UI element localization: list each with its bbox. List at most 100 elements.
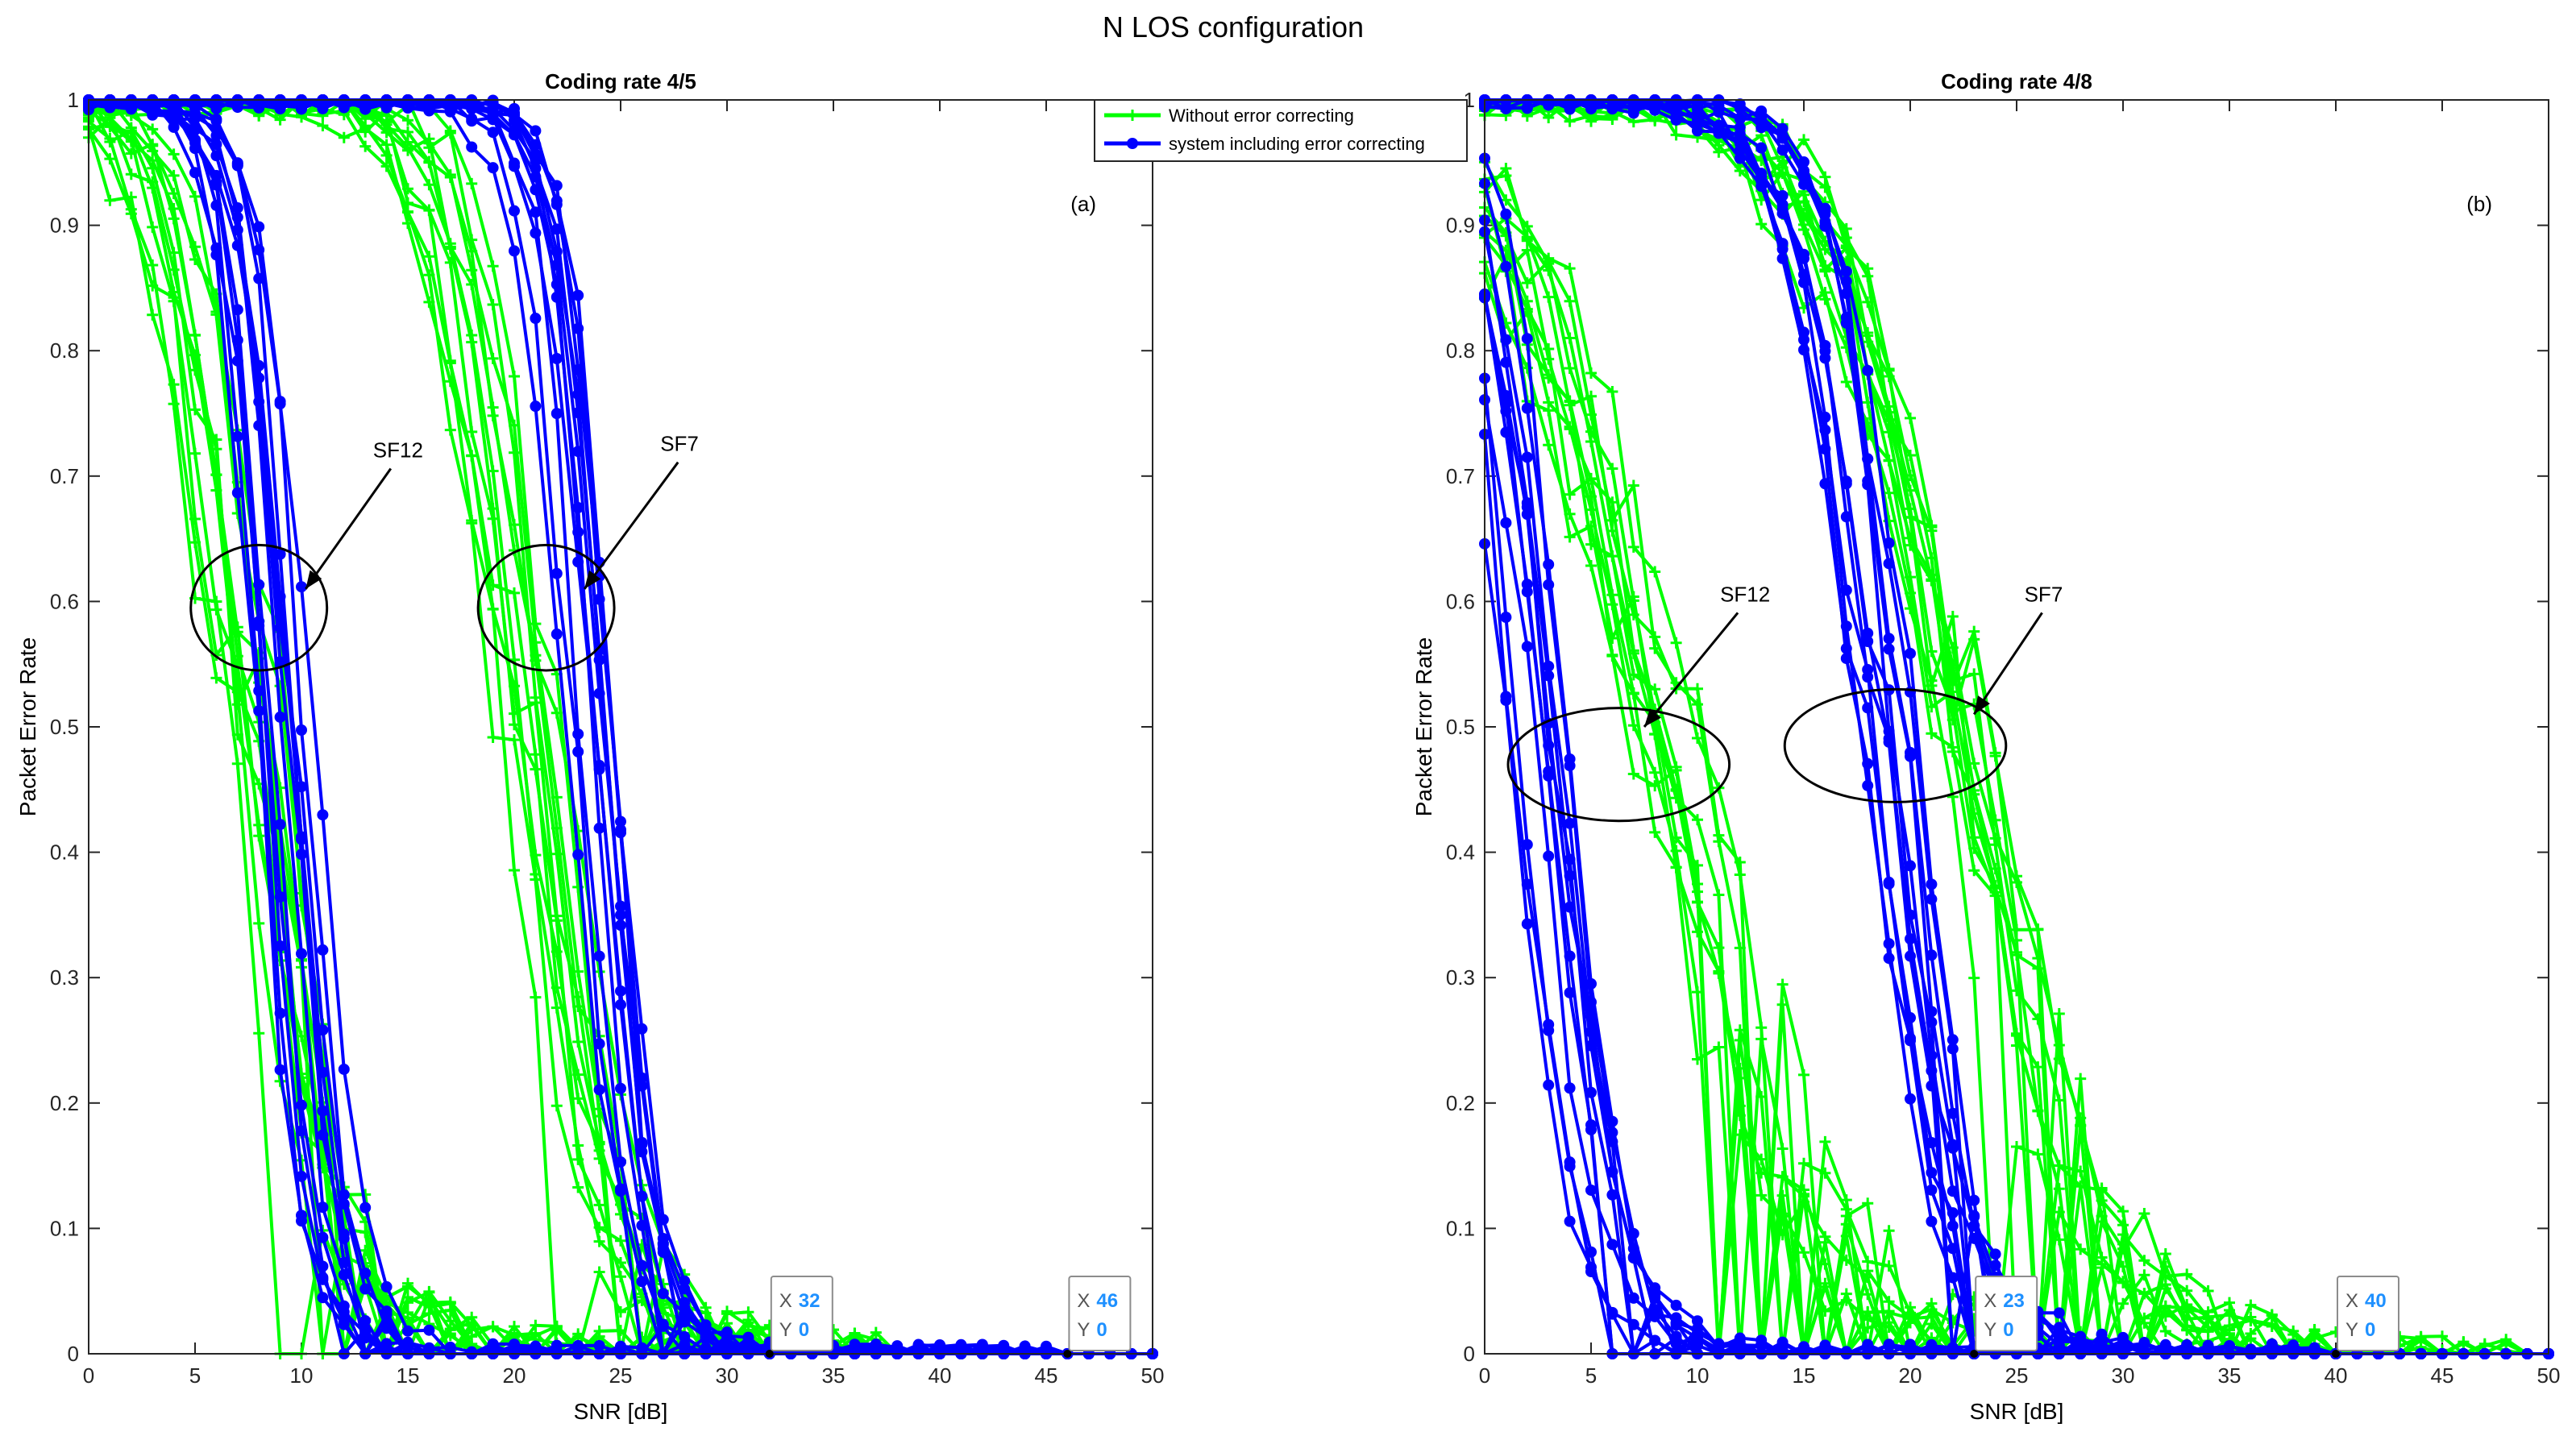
data-point bbox=[1692, 1323, 1703, 1335]
y-tick-label: 0.1 bbox=[1446, 1216, 1475, 1240]
data-point bbox=[593, 950, 605, 962]
data-point bbox=[1585, 1184, 1597, 1196]
data-point bbox=[487, 352, 499, 364]
x-tick-label: 0 bbox=[1479, 1363, 1490, 1388]
data-point bbox=[551, 353, 563, 365]
data-point bbox=[509, 587, 520, 599]
data-point bbox=[253, 244, 265, 256]
data-point bbox=[1649, 1334, 1661, 1347]
data-point bbox=[444, 99, 456, 111]
data-point bbox=[402, 1325, 413, 1337]
data-point bbox=[253, 705, 265, 717]
data-point bbox=[466, 177, 478, 189]
data-point bbox=[551, 408, 563, 420]
x-tick-label: 40 bbox=[2325, 1363, 2348, 1388]
data-point bbox=[359, 140, 372, 152]
data-point bbox=[1755, 1338, 1768, 1351]
data-point bbox=[1649, 1310, 1661, 1322]
data-point bbox=[572, 849, 584, 861]
data-point bbox=[593, 763, 605, 775]
x-tick-label: 30 bbox=[2112, 1363, 2135, 1388]
data-point bbox=[1734, 101, 1746, 113]
data-point bbox=[1543, 660, 1555, 672]
data-point bbox=[1819, 205, 1831, 218]
data-point bbox=[231, 621, 243, 633]
data-point bbox=[891, 1341, 904, 1353]
y-tick-label: 0.3 bbox=[1446, 965, 1475, 990]
data-point bbox=[934, 1340, 945, 1352]
data-point bbox=[253, 830, 265, 842]
data-point bbox=[1905, 746, 1916, 758]
data-point bbox=[487, 162, 499, 174]
data-point bbox=[509, 1321, 520, 1333]
data-point bbox=[210, 434, 222, 446]
datatip: X 32Y 0 bbox=[765, 1276, 833, 1358]
y-tick-label: 0.1 bbox=[50, 1216, 79, 1240]
data-point bbox=[253, 620, 265, 632]
data-point bbox=[147, 123, 159, 135]
data-point bbox=[317, 120, 329, 132]
data-point bbox=[317, 944, 329, 956]
data-point bbox=[551, 915, 563, 927]
data-point bbox=[657, 1318, 669, 1330]
data-point bbox=[423, 103, 435, 115]
data-point bbox=[870, 1326, 882, 1338]
data-point bbox=[572, 1153, 584, 1165]
data-point bbox=[274, 398, 286, 410]
data-point bbox=[231, 728, 243, 741]
data-point bbox=[509, 1343, 520, 1355]
data-point bbox=[1500, 334, 1512, 346]
data-point bbox=[210, 596, 222, 608]
data-point bbox=[657, 1288, 669, 1300]
data-point bbox=[1564, 1215, 1576, 1227]
data-point bbox=[147, 309, 159, 321]
data-point bbox=[189, 101, 201, 113]
data-point bbox=[1926, 1345, 1938, 1357]
data-point bbox=[1585, 1026, 1597, 1038]
data-point bbox=[231, 158, 243, 170]
datatip-x-value: 46 bbox=[1096, 1290, 1118, 1312]
y-tick-label: 0.8 bbox=[1446, 338, 1475, 363]
data-point bbox=[509, 205, 520, 217]
data-point bbox=[615, 1156, 626, 1168]
data-point bbox=[380, 1322, 393, 1334]
x-tick-label: 5 bbox=[189, 1363, 201, 1388]
datatip-y-label: Y bbox=[1077, 1319, 1090, 1341]
data-point bbox=[380, 139, 393, 151]
x-tick-label: 45 bbox=[1035, 1363, 1058, 1388]
data-point bbox=[1926, 878, 1938, 890]
data-point bbox=[296, 1170, 307, 1182]
data-point bbox=[1755, 110, 1768, 122]
data-point bbox=[1883, 537, 1895, 549]
data-point bbox=[423, 251, 435, 263]
data-point bbox=[551, 223, 563, 235]
data-point bbox=[231, 334, 243, 347]
data-point bbox=[1500, 611, 1512, 623]
data-point bbox=[1776, 130, 1789, 142]
panel-a-ticks: 0 5 10 15 20 25 30 35 40 45 5000.10.20.30.40.50.60… bbox=[50, 88, 1165, 1388]
data-point bbox=[1521, 641, 1533, 653]
data-point bbox=[509, 114, 520, 127]
x-tick-label: 40 bbox=[929, 1363, 952, 1388]
data-point bbox=[274, 940, 286, 952]
data-point bbox=[1500, 695, 1512, 707]
data-point bbox=[402, 136, 413, 148]
datatip-y-label: Y bbox=[779, 1319, 792, 1341]
x-tick-label: 15 bbox=[1793, 1363, 1816, 1388]
data-point bbox=[125, 208, 137, 220]
data-point bbox=[1543, 1079, 1555, 1091]
data-point bbox=[530, 991, 542, 1003]
data-point bbox=[487, 503, 499, 515]
data-point bbox=[593, 1235, 605, 1247]
x-tick-label: 35 bbox=[822, 1363, 846, 1388]
data-point bbox=[444, 1324, 456, 1336]
data-point bbox=[487, 1321, 499, 1333]
data-point bbox=[1564, 1160, 1576, 1172]
panel-a-label: (a) bbox=[1070, 192, 1096, 216]
data-point bbox=[189, 122, 201, 135]
data-point bbox=[359, 1226, 372, 1239]
data-point bbox=[1543, 766, 1555, 778]
data-point bbox=[210, 249, 222, 261]
data-point bbox=[1798, 164, 1809, 176]
panel-a-ylabel: Packet Error Rate bbox=[15, 637, 40, 817]
